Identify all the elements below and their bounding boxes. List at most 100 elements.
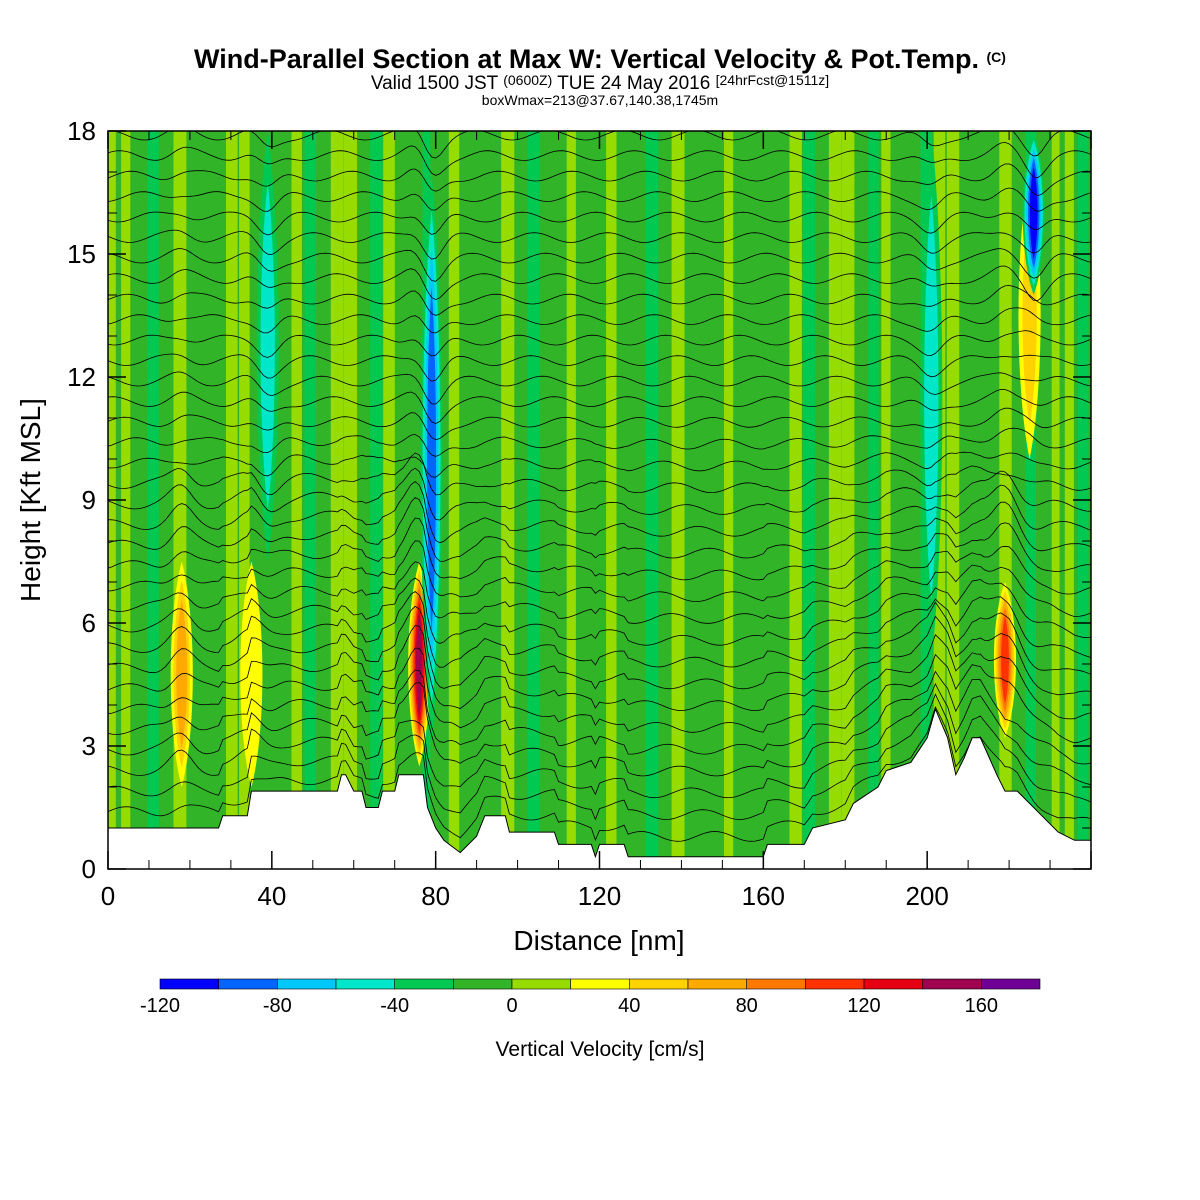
colorbar-swatch — [922, 978, 982, 990]
colorbar-swatch — [394, 978, 454, 990]
y-tick-label: 12 — [67, 362, 96, 392]
isentrope — [108, 615, 1091, 712]
colorbar-swatch — [804, 978, 865, 990]
chart-title: Wind-Parallel Section at Max W: Vertical… — [0, 44, 1200, 75]
downdraft-core — [427, 286, 437, 632]
velocity-band — [1064, 131, 1074, 869]
colorbar-swatch — [511, 978, 572, 990]
colorbar-swatch — [628, 978, 689, 990]
title-mark: (C) — [986, 49, 1006, 65]
plot-area — [108, 131, 1091, 869]
velocity-band — [868, 131, 879, 869]
velocity-band — [226, 131, 238, 869]
colorbar-swatch — [980, 978, 1041, 990]
colorbar-swatch — [218, 978, 278, 990]
isentrope — [108, 653, 1091, 755]
isentrope — [108, 211, 1091, 236]
isentrope — [108, 481, 1091, 544]
chart-subtitle: Valid 1500 JST (0600Z) TUE 24 May 2016 [… — [0, 72, 1200, 95]
isentrope — [108, 467, 1091, 521]
colorbar-label: Vertical Velocity [cm/s] — [496, 1038, 705, 1061]
updraft-core — [1001, 616, 1009, 704]
isentrope — [108, 517, 1091, 581]
isentrope — [108, 330, 1091, 358]
valid-prefix: Valid 1500 JST — [370, 73, 498, 94]
y-tick-label: 18 — [67, 116, 96, 146]
isentrope — [108, 497, 1091, 562]
isentrope — [108, 706, 1091, 842]
isentrope — [108, 285, 1091, 316]
forecast-info: [24hrFcst@1511z] — [715, 72, 830, 88]
x-tick-label: 160 — [742, 881, 785, 911]
colorbar-swatch — [276, 978, 337, 990]
y-tick-label: 9 — [82, 485, 96, 515]
x-tick-label: 200 — [905, 881, 948, 911]
colorbar-swatch — [452, 978, 513, 990]
y-tick-label: 15 — [67, 239, 96, 269]
velocity-band — [566, 131, 576, 869]
velocity-band — [291, 131, 302, 869]
terrain — [108, 707, 1091, 869]
velocity-band — [828, 131, 842, 869]
velocity-band — [999, 131, 1012, 869]
valid-utc: (0600Z) — [503, 72, 553, 88]
y-tick-label: 0 — [82, 854, 96, 884]
isentrope — [108, 187, 1091, 212]
velocity-band — [304, 131, 317, 869]
isentrope — [108, 451, 1091, 478]
colorbar-tick-label: -120 — [140, 995, 180, 1017]
updraft-core — [416, 610, 423, 718]
isentrope — [108, 634, 1091, 733]
downdraft-core — [1029, 166, 1038, 260]
isentrope — [108, 561, 1091, 624]
isentrope — [108, 265, 1091, 302]
colorbar-tick-label: 0 — [506, 995, 517, 1017]
velocity-band — [383, 131, 395, 869]
isentrope — [108, 577, 1091, 646]
colorbar-tick-label: 160 — [965, 995, 998, 1017]
chart-title-text: Wind-Parallel Section at Max W: Vertical… — [194, 44, 979, 74]
isentrope — [108, 353, 1091, 382]
colorbar-tick-label: 120 — [847, 995, 880, 1017]
downdraft-core — [260, 182, 275, 510]
isentrope — [108, 693, 1091, 821]
x-axis: 0 40 80 120 160 200 — [101, 131, 1092, 911]
velocity-band — [527, 131, 540, 869]
isentrope — [108, 427, 1091, 457]
velocity-band — [789, 131, 802, 869]
velocity-band — [330, 131, 344, 869]
isentrope — [108, 682, 1091, 799]
isentrope — [108, 141, 1091, 179]
valid-date: TUE 24 May 2016 — [557, 73, 711, 94]
velocity-band — [671, 131, 685, 869]
x-tick-label: 120 — [578, 881, 621, 911]
colorbar-swatch — [335, 978, 396, 990]
y-tick-label: 6 — [82, 608, 96, 638]
isentrope — [108, 388, 1091, 425]
colorbar: -120 -80 -40 0 40 80 120 160 — [140, 978, 1041, 1017]
velocity-band — [881, 131, 891, 869]
isentrope — [108, 407, 1091, 441]
y-tick-label: 3 — [82, 731, 96, 761]
colorbar-swatch — [863, 978, 924, 990]
isentrope — [108, 452, 1091, 496]
isentrope — [108, 307, 1091, 334]
colorbar-swatch — [570, 978, 630, 990]
colorbar-swatch — [687, 978, 748, 990]
colorbar-tick-label: -40 — [380, 995, 409, 1017]
x-tick-label: 80 — [421, 881, 450, 911]
y-axis: 0 3 6 9 12 15 18 — [67, 116, 1091, 884]
isentrope — [108, 591, 1091, 668]
colorbar-tick-label: -80 — [263, 995, 292, 1017]
isentrope — [108, 670, 1091, 777]
colorbar-swatch — [159, 978, 220, 990]
x-tick-label: 40 — [257, 881, 286, 911]
isentrope — [108, 163, 1091, 197]
velocity-band — [239, 131, 250, 869]
isentrope — [108, 601, 1091, 690]
velocity-band — [946, 131, 960, 869]
velocity-band — [724, 131, 734, 869]
box-info: boxWmax=213@37.67,140.38,1745m — [481, 92, 719, 108]
colorbar-swatch — [746, 978, 806, 990]
